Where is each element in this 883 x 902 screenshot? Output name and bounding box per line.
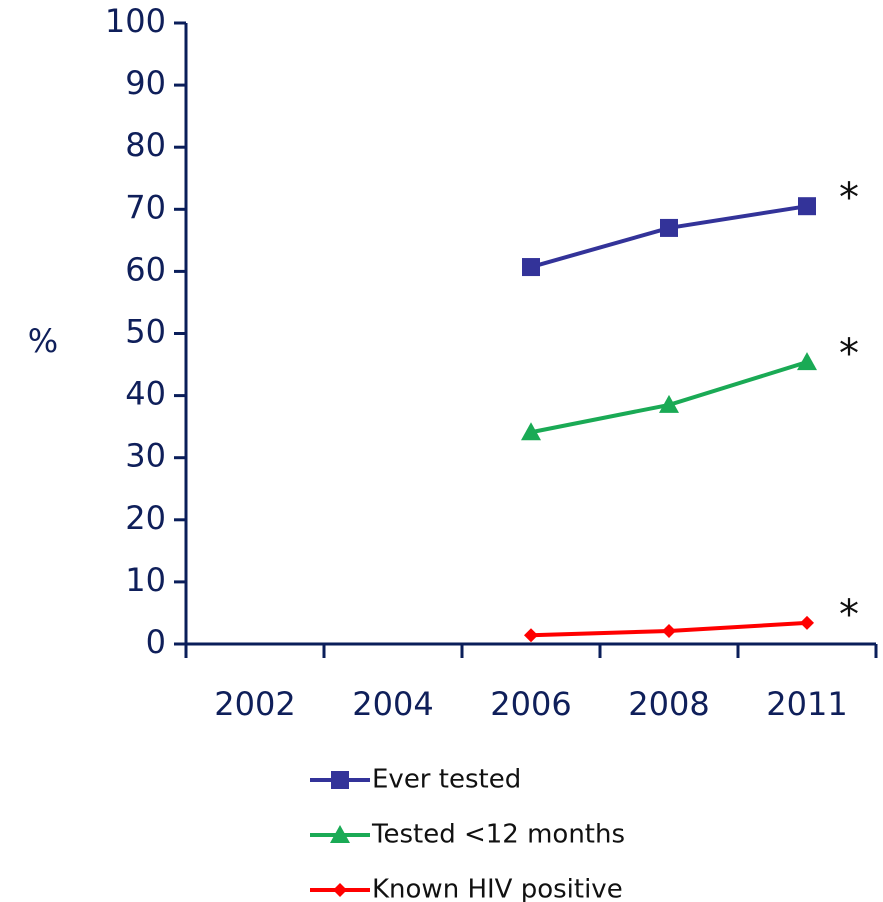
data-point	[659, 394, 679, 413]
y-tick-label: 100	[105, 2, 166, 40]
data-point	[521, 422, 541, 441]
data-point	[798, 197, 816, 216]
y-tick-label: 60	[125, 250, 166, 288]
y-axis-label: %	[28, 322, 58, 360]
y-tick-label: 20	[125, 499, 166, 537]
y-tick-label: 30	[125, 437, 166, 475]
annotation: *	[839, 331, 859, 377]
annotation: *	[839, 175, 859, 221]
legend-label: Tested <12 months	[371, 820, 625, 850]
legend-label: Ever tested	[372, 765, 521, 795]
data-point	[522, 258, 540, 277]
y-tick-label: 40	[125, 375, 166, 413]
x-tick-label: 2008	[628, 685, 709, 723]
y-tick-label: 70	[125, 188, 166, 226]
annotation: *	[839, 592, 859, 638]
x-tick-label: 2004	[352, 685, 433, 723]
legend-marker	[333, 883, 347, 897]
y-tick-label: 0	[146, 623, 166, 661]
data-point	[800, 615, 814, 630]
legend-marker	[331, 771, 349, 789]
legend-label: Known HIV positive	[372, 875, 623, 902]
data-point	[524, 628, 538, 643]
data-point	[662, 623, 676, 638]
y-tick-label: 50	[125, 313, 166, 351]
legend-marker	[330, 825, 350, 843]
x-tick-label: 2002	[214, 685, 295, 723]
data-point	[797, 352, 817, 371]
x-tick-label: 2011	[766, 685, 847, 723]
data-point	[660, 218, 678, 237]
y-tick-label: 10	[125, 561, 166, 599]
x-tick-label: 2006	[490, 685, 571, 723]
y-tick-label: 90	[125, 64, 166, 102]
y-tick-label: 80	[125, 126, 166, 164]
